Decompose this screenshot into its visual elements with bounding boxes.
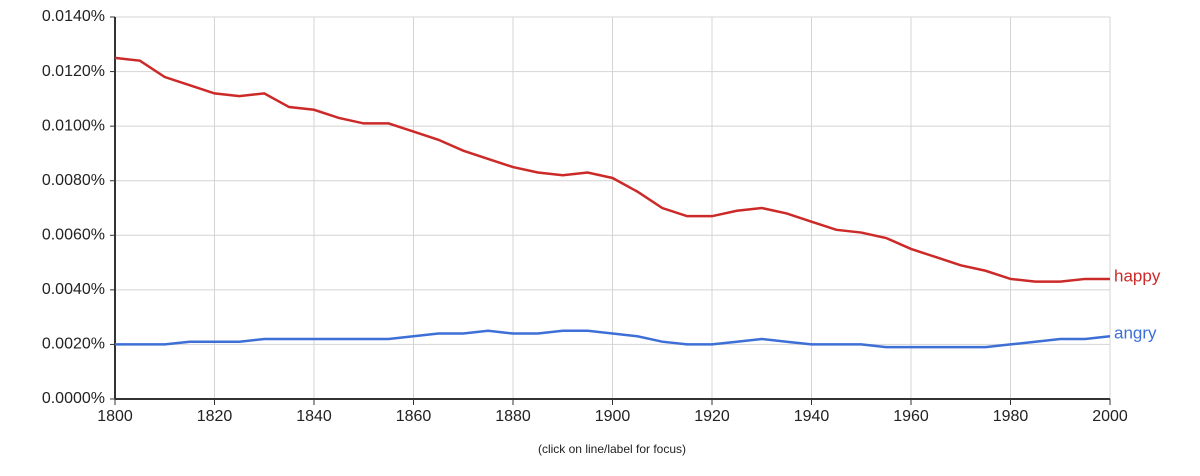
y-tick-label: 0.0000% xyxy=(42,390,105,407)
y-tick-label: 0.0120% xyxy=(42,63,105,80)
x-tick-label: 2000 xyxy=(1092,408,1128,425)
x-tick-label: 1860 xyxy=(396,408,432,425)
series-line[interactable] xyxy=(114,56,1110,283)
x-tick-label: 1920 xyxy=(694,408,730,425)
x-tick-label: 1880 xyxy=(495,408,531,425)
x-tick-label: 1980 xyxy=(993,408,1029,425)
series-label[interactable]: angry xyxy=(1114,324,1157,343)
x-tick-label: 1940 xyxy=(794,408,830,425)
x-tick-label: 1840 xyxy=(296,408,332,425)
x-tick-label: 1820 xyxy=(197,408,233,425)
x-tick-label: 1900 xyxy=(595,408,631,425)
y-tick-label: 0.0080% xyxy=(42,172,105,189)
series-label[interactable]: happy xyxy=(1114,266,1161,285)
y-tick-label: 0.0060% xyxy=(42,227,105,244)
y-tick-label: 0.0040% xyxy=(42,281,105,298)
series-line[interactable] xyxy=(115,329,1111,349)
y-tick-label: 0.0100% xyxy=(42,117,105,134)
x-tick-label: 1960 xyxy=(893,408,929,425)
footer-note: (click on line/label for focus) xyxy=(538,442,686,456)
y-tick-label: 0.0020% xyxy=(42,336,105,353)
y-tick-label: 0.0140% xyxy=(42,8,105,25)
x-tick-label: 1800 xyxy=(97,408,133,425)
